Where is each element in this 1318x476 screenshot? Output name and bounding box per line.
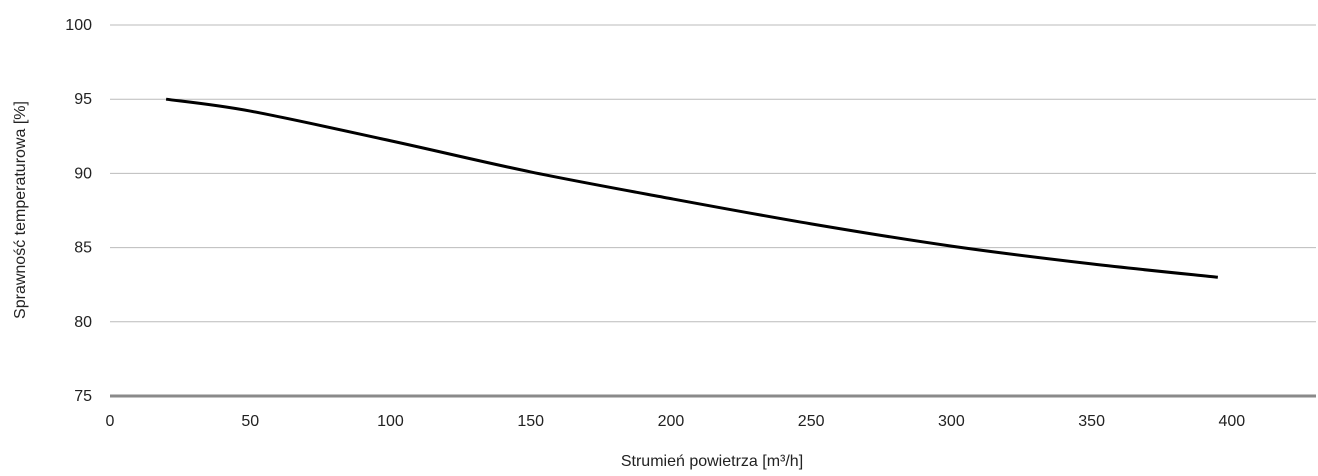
x-tick-label-200: 200 — [658, 413, 685, 430]
y-tick-label-85: 85 — [74, 240, 92, 257]
x-tick-label-300: 300 — [938, 413, 965, 430]
y-axis-title: Sprawność temperaturowa [%] — [12, 101, 29, 319]
x-tick-label-0: 0 — [106, 413, 115, 430]
x-tick-label-100: 100 — [377, 413, 404, 430]
x-tick-label-250: 250 — [798, 413, 825, 430]
x-tick-label-150: 150 — [517, 413, 544, 430]
x-tick-label-350: 350 — [1078, 413, 1105, 430]
x-tick-label-400: 400 — [1219, 413, 1246, 430]
series-layer — [165, 97, 1218, 279]
y-tick-label-80: 80 — [74, 314, 92, 331]
y-tick-label-95: 95 — [74, 91, 92, 108]
tick-label-layer: 75 80 85 90 95 100 0 50 100 150 200 250 300 350 400 — [65, 17, 1245, 430]
series-line-0 — [165, 97, 1218, 279]
y-tick-label-100: 100 — [65, 17, 92, 34]
grid-layer — [110, 24, 1316, 398]
y-tick-label-90: 90 — [74, 165, 92, 182]
y-tick-label-75: 75 — [74, 388, 92, 405]
x-tick-label-50: 50 — [241, 413, 259, 430]
x-axis-title: Strumień powietrza [m³/h] — [621, 453, 803, 470]
